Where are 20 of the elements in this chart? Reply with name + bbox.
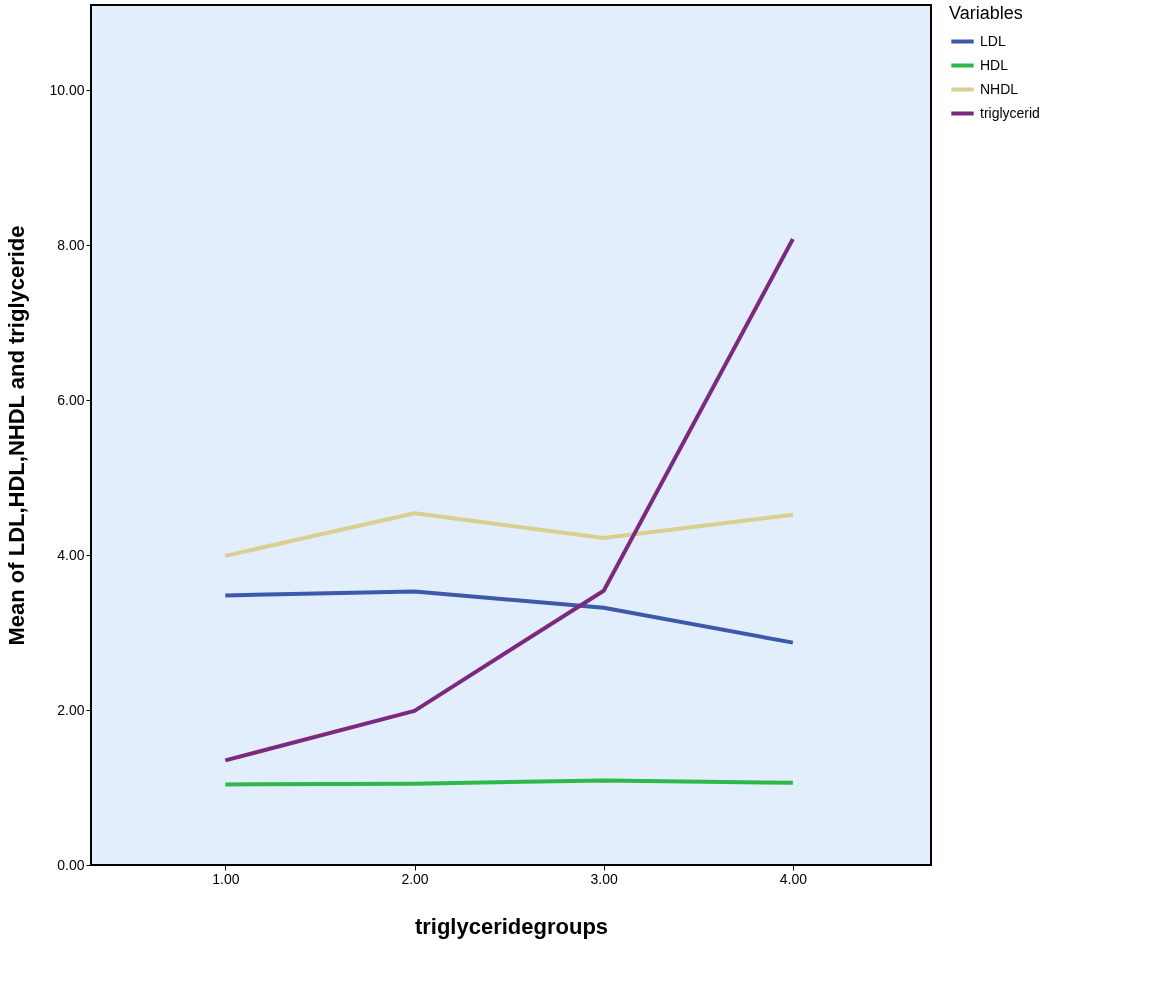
y-tick-label: 8.00	[57, 236, 85, 253]
x-tick-label: 2.00	[401, 870, 429, 887]
x-axis-title: triglyceridegroups	[414, 913, 609, 939]
line-series	[223, 589, 795, 645]
y-tick-label: 4.00	[57, 546, 85, 563]
legend-label: NHDL	[980, 80, 1019, 97]
legend-label: LDL	[980, 32, 1006, 49]
y-tick-label: 2.00	[57, 701, 85, 718]
x-tick-label: 1.00	[212, 870, 240, 887]
x-tick-label: 3.00	[590, 870, 619, 887]
line-series	[223, 236, 795, 763]
legend-label: HDL	[980, 56, 1009, 73]
y-axis-title: Mean of LDL,HDL,NHDL and triglyceride	[4, 225, 30, 646]
line-series	[223, 511, 795, 558]
x-tick-label: 4.00	[779, 870, 808, 887]
legend-label: triglycerid	[980, 104, 1040, 121]
y-tick-label: 10.00	[49, 81, 85, 98]
y-tick-label: 0.00	[57, 856, 85, 873]
legend-title: Variables	[949, 3, 1023, 23]
y-tick-label: 6.00	[57, 391, 85, 408]
